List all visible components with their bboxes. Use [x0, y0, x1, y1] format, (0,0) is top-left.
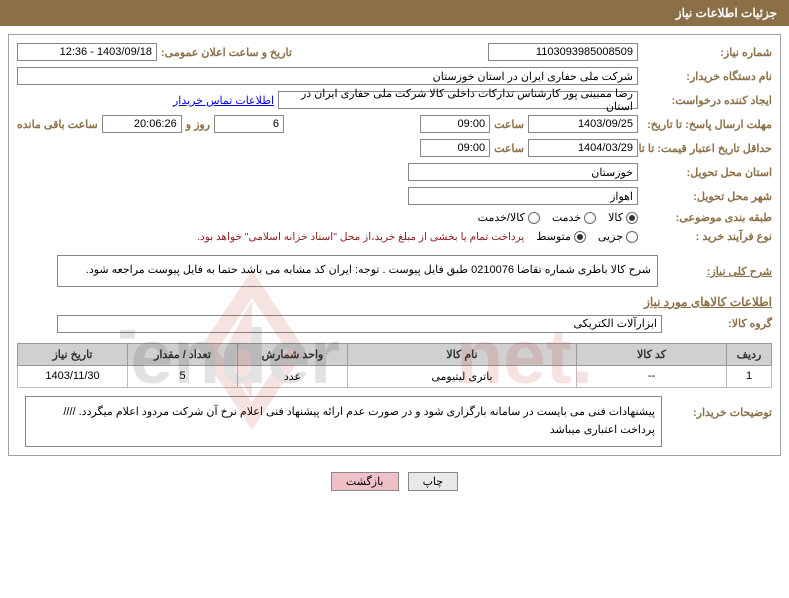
cell-row-num: 1 — [727, 365, 772, 387]
radio-label: کالا — [608, 211, 623, 224]
items-section-title: اطلاعات کالاهای مورد نیاز — [17, 295, 772, 309]
announce-label: تاریخ و ساعت اعلان عمومی: — [161, 46, 292, 59]
overall-desc-label: شرح کلی نیاز: — [662, 255, 772, 278]
need-number-value: 1103093985008509 — [488, 43, 638, 61]
need-number-label: شماره نیاز: — [642, 46, 772, 59]
table-header-row: ردیف کد کالا نام کالا واحد شمارش تعداد /… — [18, 343, 772, 365]
main-form-container: شماره نیاز: 1103093985008509 تاریخ و ساع… — [8, 34, 781, 456]
radio-label: جزیی — [598, 230, 623, 243]
deadline-countdown-suffix: ساعت باقی مانده — [17, 118, 98, 131]
deadline-time-label: ساعت — [494, 118, 524, 131]
th-qty: تعداد / مقدار — [128, 343, 238, 365]
deadline-time: 09:00 — [420, 115, 490, 133]
th-unit: واحد شمارش — [238, 343, 348, 365]
cell-qty: 5 — [128, 365, 238, 387]
th-item-name: نام کالا — [348, 343, 577, 365]
print-button[interactable]: چاپ — [408, 472, 459, 491]
deadline-days-suffix: روز و — [186, 118, 210, 131]
table-row: 1 -- باتری لیتیومی عدد 5 1403/11/30 — [18, 365, 772, 387]
radio-icon — [574, 231, 586, 243]
delivery-city-label: شهر محل تحویل: — [642, 190, 772, 203]
buyer-notes-label: توضیحات خریدار: — [662, 396, 772, 419]
cell-unit: عدد — [238, 365, 348, 387]
process-type-note: پرداخت تمام یا بخشی از مبلغ خرید،از محل … — [197, 231, 524, 243]
radio-label: خدمت — [552, 211, 581, 224]
buyer-notes-text: پیشنهادات فنی می بایست در سامانه بارگزار… — [25, 396, 662, 447]
cell-item-name: باتری لیتیومی — [348, 365, 577, 387]
th-need-date: تاریخ نیاز — [18, 343, 128, 365]
classification-label: طبقه بندی موضوعی: — [642, 211, 772, 224]
page-title: جزئیات اطلاعات نیاز — [676, 6, 777, 20]
delivery-city-value: اهواز — [408, 187, 638, 205]
process-type-radios: جزیی متوسط — [536, 230, 638, 243]
th-row-num: ردیف — [727, 343, 772, 365]
deadline-days: 6 — [214, 115, 284, 133]
cell-item-code: -- — [577, 365, 727, 387]
radio-label: کالا/خدمت — [478, 211, 525, 224]
buyer-org-label: نام دستگاه خریدار: — [642, 70, 772, 83]
deadline-countdown: 20:06:26 — [102, 115, 182, 133]
items-table: ردیف کد کالا نام کالا واحد شمارش تعداد /… — [17, 343, 772, 388]
back-button[interactable]: بازگشت — [331, 472, 399, 491]
requester-label: ایجاد کننده درخواست: — [642, 94, 772, 107]
announce-value: 1403/09/18 - 12:36 — [17, 43, 157, 61]
product-group-label: گروه کالا: — [662, 317, 772, 330]
action-buttons: چاپ بازگشت — [0, 466, 789, 497]
overall-desc-box: شرح کالا باطری شماره تقاضا 0210076 طبق ف… — [57, 255, 658, 287]
radio-icon — [528, 212, 540, 224]
radio-icon — [626, 212, 638, 224]
cell-need-date: 1403/11/30 — [18, 365, 128, 387]
delivery-province-value: خوزستان — [408, 163, 638, 181]
radio-label: متوسط — [536, 230, 571, 243]
deadline-label: مهلت ارسال پاسخ: تا تاریخ: — [642, 118, 772, 131]
radio-icon — [584, 212, 596, 224]
validity-time-label: ساعت — [494, 142, 524, 155]
th-item-code: کد کالا — [577, 343, 727, 365]
classification-option[interactable]: کالا/خدمت — [478, 211, 540, 224]
classification-option[interactable]: خدمت — [552, 211, 596, 224]
deadline-date: 1403/09/25 — [528, 115, 638, 133]
radio-icon — [626, 231, 638, 243]
validity-label: حداقل تاریخ اعتبار قیمت: تا تاریخ: — [642, 142, 772, 155]
product-group-value: ابزارآلات الکتریکی — [57, 315, 662, 333]
buyer-contact-link[interactable]: اطلاعات تماس خریدار — [173, 94, 274, 107]
classification-radios: کالا خدمت کالا/خدمت — [478, 211, 638, 224]
validity-date: 1404/03/29 — [528, 139, 638, 157]
buyer-org-value: شرکت ملی حفاری ایران در استان خوزستان — [17, 67, 638, 85]
process-type-option[interactable]: جزیی — [598, 230, 638, 243]
process-type-option[interactable]: متوسط — [536, 230, 586, 243]
validity-time: 09:00 — [420, 139, 490, 157]
page-title-bar: جزئیات اطلاعات نیاز — [0, 0, 789, 26]
delivery-province-label: استان محل تحویل: — [642, 166, 772, 179]
classification-option[interactable]: کالا — [608, 211, 638, 224]
requester-value: رضا ممبینی پور کارشناس تدارکات داخلی کال… — [278, 91, 638, 109]
process-type-label: نوع فرآیند خرید : — [642, 230, 772, 243]
